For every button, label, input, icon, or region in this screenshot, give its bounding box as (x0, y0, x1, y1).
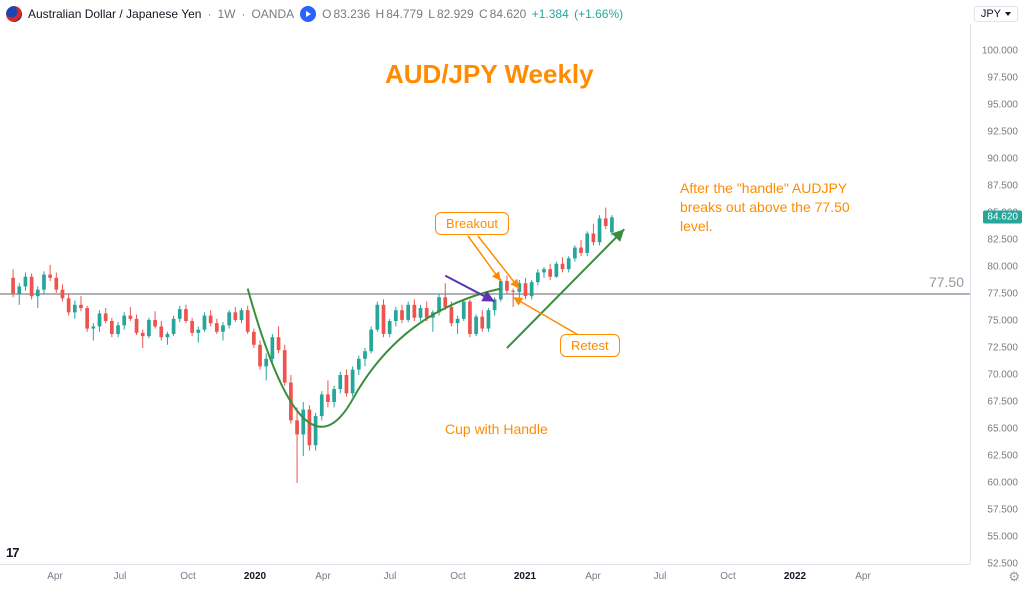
x-tick: Oct (450, 571, 466, 582)
gear-icon[interactable]: ⚙ (1008, 569, 1020, 585)
y-tick: 92.500 (987, 127, 1018, 138)
unit-select[interactable]: JPY (974, 6, 1018, 22)
x-tick: Apr (855, 571, 871, 582)
broker: OANDA (251, 7, 294, 21)
y-tick: 75.000 (987, 316, 1018, 327)
y-tick: 77.500 (987, 289, 1018, 300)
chart-plot[interactable]: AUD/JPY Weekly Breakout Retest Cup with … (0, 24, 970, 564)
y-tick: 87.500 (987, 181, 1018, 192)
y-tick: 55.000 (987, 532, 1018, 543)
y-tick: 100.000 (982, 46, 1018, 57)
y-tick: 67.500 (987, 397, 1018, 408)
x-tick: Oct (180, 571, 196, 582)
x-tick: Jul (114, 571, 127, 582)
last-price-box: 84.620 (983, 211, 1022, 224)
x-tick: Oct (720, 571, 736, 582)
y-tick: 52.500 (987, 559, 1018, 570)
y-axis[interactable]: 100.00097.50095.00092.50090.00087.50085.… (970, 24, 1024, 564)
chart-header: Australian Dollar / Japanese Yen · 1W · … (6, 4, 1018, 24)
timeframe[interactable]: 1W (217, 7, 235, 21)
y-tick: 95.000 (987, 100, 1018, 111)
chevron-down-icon (1005, 12, 1011, 16)
x-tick: Jul (384, 571, 397, 582)
x-tick: 2020 (244, 571, 266, 582)
chart-title: AUD/JPY Weekly (385, 59, 594, 90)
x-tick: 2021 (514, 571, 536, 582)
y-tick: 97.500 (987, 73, 1018, 84)
breakout-note: After the "handle" AUDJPY breaks out abo… (680, 179, 880, 236)
hline-label: 77.50 (929, 274, 964, 290)
x-axis[interactable]: Apr Jul Oct 2020 Apr Jul Oct 2021 Apr Jul Oct 2022 A… (0, 564, 970, 590)
retest-label: Retest (560, 334, 620, 357)
x-tick: 2022 (784, 571, 806, 582)
ohlc-readout: O83.236 H84.779 L82.929 C84.620 +1.384 (… (322, 7, 625, 21)
tradingview-logo: 17 (6, 545, 18, 560)
y-tick: 57.500 (987, 505, 1018, 516)
y-tick: 62.500 (987, 451, 1018, 462)
y-tick: 80.000 (987, 262, 1018, 273)
pair-name[interactable]: Australian Dollar / Japanese Yen (28, 7, 201, 21)
y-tick: 82.500 (987, 235, 1018, 246)
play-icon[interactable] (300, 6, 316, 22)
x-tick: Apr (47, 571, 63, 582)
breakout-label: Breakout (435, 212, 509, 235)
x-tick: Jul (654, 571, 667, 582)
x-tick: Apr (315, 571, 331, 582)
y-tick: 60.000 (987, 478, 1018, 489)
y-tick: 70.000 (987, 370, 1018, 381)
cup-label: Cup with Handle (445, 420, 548, 439)
y-tick: 65.000 (987, 424, 1018, 435)
y-tick: 90.000 (987, 154, 1018, 165)
y-tick: 72.500 (987, 343, 1018, 354)
pair-flag-icon (6, 6, 22, 22)
x-tick: Apr (585, 571, 601, 582)
